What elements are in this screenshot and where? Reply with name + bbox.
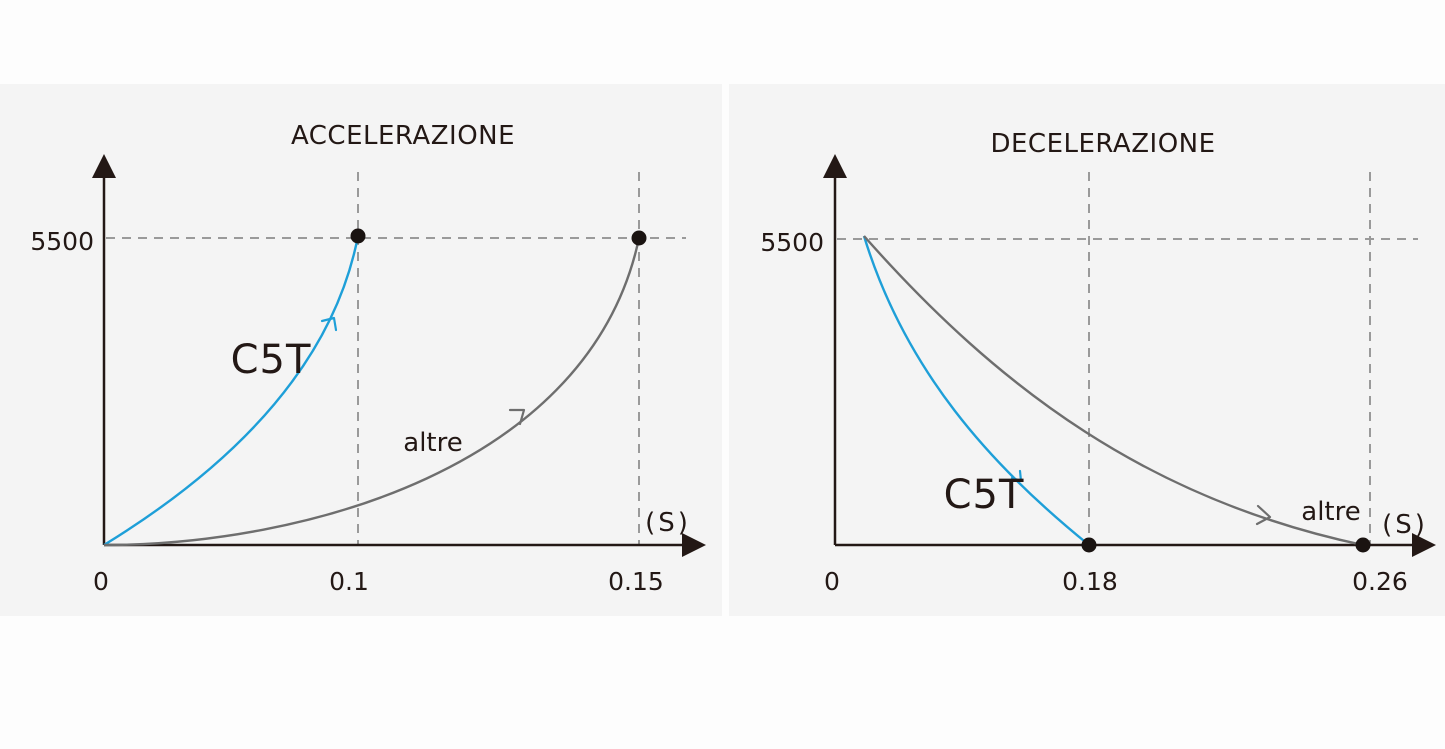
deceleration-x-axis-arrow	[1412, 533, 1436, 557]
deceleration-title: DECELERAZIONE	[990, 129, 1215, 159]
acceleration-c5t-direction-arrow	[320, 316, 338, 332]
deceleration-x-tick-0.18: 0.18	[1062, 567, 1118, 596]
acceleration-c5t-line	[103, 235, 360, 547]
acceleration-x-tick-0.1: 0.1	[329, 567, 369, 596]
acceleration-altre-endpoint	[631, 230, 647, 246]
deceleration-altre-endpoint	[1355, 537, 1371, 553]
acceleration-y-axis-arrow	[92, 154, 116, 178]
deceleration-x-tick-0: 0	[824, 567, 840, 596]
deceleration-c5t-direction-arrow	[1010, 469, 1023, 483]
deceleration-y-tick-5500: 5500	[760, 228, 824, 257]
acceleration-x-tick-0.15: 0.15	[608, 567, 664, 596]
deceleration-altre-direction-arrow	[1255, 504, 1272, 526]
acceleration-panel-background	[0, 84, 722, 616]
acceleration-altre-label: altre	[403, 428, 462, 458]
acceleration-title: ACCELERAZIONE	[291, 121, 515, 151]
deceleration-panel-background	[729, 84, 1445, 616]
deceleration-y-axis-arrow	[823, 154, 847, 178]
acceleration-x-axis-arrow	[682, 533, 706, 557]
deceleration-c5t-endpoint	[1081, 537, 1097, 553]
deceleration-c5t-label: C5T	[944, 472, 1025, 518]
deceleration-x-unit-label: (S)	[1382, 510, 1428, 540]
deceleration-chart: DECELERAZIONE 5500 0 0.18 0.26 (S) C5T a…	[729, 84, 1445, 616]
acceleration-x-tick-0: 0	[93, 567, 109, 596]
deceleration-altre-line	[863, 235, 1364, 547]
acceleration-y-tick-5500: 5500	[30, 227, 94, 256]
deceleration-altre-label: altre	[1301, 497, 1360, 527]
acceleration-c5t-label: C5T	[231, 337, 312, 383]
acceleration-altre-direction-arrow	[508, 408, 526, 426]
acceleration-c5t-endpoint	[350, 228, 366, 244]
acceleration-altre-line	[103, 237, 641, 547]
deceleration-x-tick-0.26: 0.26	[1352, 567, 1408, 596]
acceleration-x-unit-label: (S)	[645, 508, 691, 538]
acceleration-chart: ACCELERAZIONE 5500 0 0.1 0.15 (S) C5T al…	[0, 84, 722, 616]
deceleration-c5t-line	[862, 235, 1090, 546]
